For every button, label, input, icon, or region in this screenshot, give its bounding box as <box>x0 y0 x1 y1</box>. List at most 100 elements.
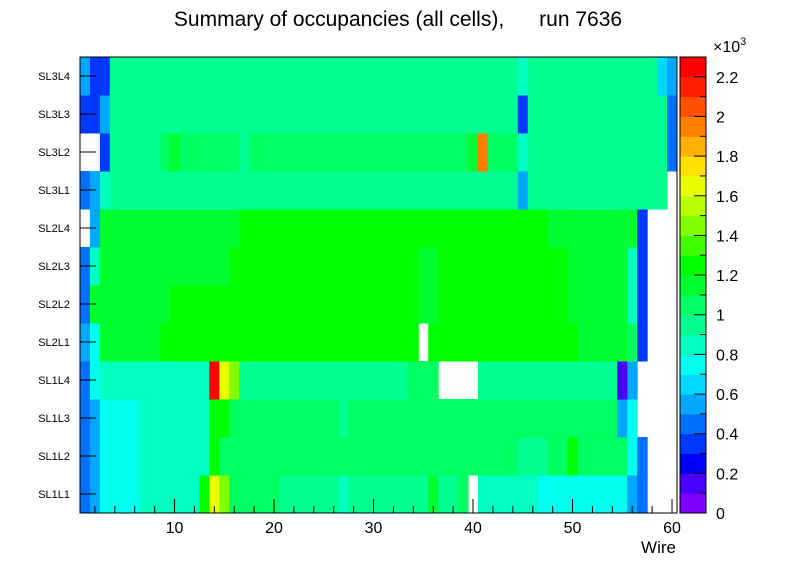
heatmap-cell <box>239 475 250 514</box>
heatmap-cell <box>179 399 190 438</box>
heatmap-cell <box>597 209 608 248</box>
heatmap-cell <box>448 247 459 286</box>
heatmap-cell <box>448 95 459 134</box>
heatmap-cell <box>507 399 519 438</box>
heatmap-cell <box>308 361 320 400</box>
heatmap-cell <box>527 437 539 476</box>
heatmap-cell <box>279 247 290 286</box>
colorbar-segment <box>680 195 706 217</box>
heatmap-cell <box>517 247 529 286</box>
heatmap-cell <box>338 57 350 96</box>
heatmap-cell <box>259 133 270 172</box>
colorbar-segment <box>680 493 706 514</box>
heatmap-cell <box>338 133 350 172</box>
heatmap-cell <box>607 133 618 172</box>
heatmap-cell <box>497 361 509 400</box>
heatmap-cell <box>577 323 588 362</box>
heatmap-cell <box>587 437 598 476</box>
heatmap-cell <box>388 399 399 438</box>
y-layer-label: SL1L2 <box>38 451 70 463</box>
heatmap-cell <box>229 247 240 286</box>
heatmap-cell <box>338 361 350 400</box>
heatmap-cell <box>408 57 419 96</box>
colorbar-segment <box>680 354 706 375</box>
heatmap-cell <box>139 361 151 400</box>
heatmap-cell <box>338 247 350 286</box>
heatmap-cell <box>368 57 379 96</box>
heatmap-cell <box>468 209 479 248</box>
heatmap-cell <box>259 57 270 96</box>
heatmap-cell <box>279 95 290 134</box>
heatmap-cell <box>637 171 648 210</box>
heatmap-cell <box>647 95 658 134</box>
heatmap-cell <box>298 285 310 324</box>
heatmap-cell <box>139 437 151 476</box>
heatmap-cell <box>517 57 529 96</box>
heatmap-cell <box>388 57 399 96</box>
heatmap-cell <box>428 437 439 476</box>
heatmap-cell <box>358 171 370 210</box>
heatmap-cell <box>318 285 330 324</box>
heatmap-cell <box>229 285 240 324</box>
heatmap-cell <box>139 57 151 96</box>
heatmap-cell <box>298 437 310 476</box>
heatmap-cell <box>567 323 578 362</box>
heatmap-cell <box>607 399 618 438</box>
heatmap-cell <box>607 171 618 210</box>
heatmap-cell <box>169 399 180 438</box>
heatmap-cell <box>458 247 469 286</box>
heatmap-cell <box>468 323 479 362</box>
heatmap-cell <box>617 171 628 210</box>
x-tick-label: 50 <box>564 520 582 537</box>
heatmap-cell <box>129 323 141 362</box>
heatmap-cell <box>159 361 171 400</box>
heatmap-cell <box>597 247 608 286</box>
heatmap-cell <box>667 57 678 96</box>
heatmap-cell <box>259 399 270 438</box>
heatmap-cell <box>527 171 539 210</box>
heatmap-cell <box>338 209 350 248</box>
heatmap-cell <box>169 285 180 324</box>
heatmap-cell <box>179 95 190 134</box>
heatmap-cell <box>597 57 608 96</box>
heatmap-cell <box>637 95 648 134</box>
heatmap-cell <box>288 323 300 362</box>
heatmap-cell <box>597 285 608 324</box>
heatmap-cell <box>438 209 449 248</box>
heatmap-cell <box>328 285 340 324</box>
heatmap-cell <box>249 323 260 362</box>
heatmap-cell <box>418 247 429 286</box>
heatmap-cell <box>159 247 171 286</box>
y-layer-label: SL2L3 <box>38 261 70 273</box>
heatmap-cell <box>259 247 270 286</box>
heatmap-cell <box>378 475 389 514</box>
heatmap-cell <box>239 209 250 248</box>
heatmap-cell <box>109 209 121 248</box>
heatmap-cell <box>607 361 618 400</box>
heatmap-cell <box>587 209 598 248</box>
heatmap-cell <box>239 437 250 476</box>
heatmap-cell <box>219 475 230 514</box>
heatmap-cell <box>398 57 409 96</box>
heatmap-cell <box>308 57 320 96</box>
heatmap-cell <box>577 437 588 476</box>
heatmap-cell <box>478 209 489 248</box>
heatmap-cell <box>458 95 469 134</box>
heatmap-cell <box>478 399 489 438</box>
heatmap-cell <box>169 437 180 476</box>
z-tick-label: 0.4 <box>716 427 738 444</box>
heatmap-cell <box>179 171 190 210</box>
heatmap-cell <box>487 361 499 400</box>
heatmap-cell <box>279 285 290 324</box>
heatmap-cell <box>308 95 320 134</box>
heatmap-cell <box>607 209 618 248</box>
heatmap-cell <box>557 475 569 514</box>
heatmap-cell <box>149 247 161 286</box>
heatmap-cell <box>189 475 200 514</box>
heatmap-cell <box>487 209 499 248</box>
heatmap-cell <box>418 95 429 134</box>
heatmap-cell <box>627 209 638 248</box>
heatmap-cell <box>129 285 141 324</box>
heatmap-cell <box>378 399 389 438</box>
